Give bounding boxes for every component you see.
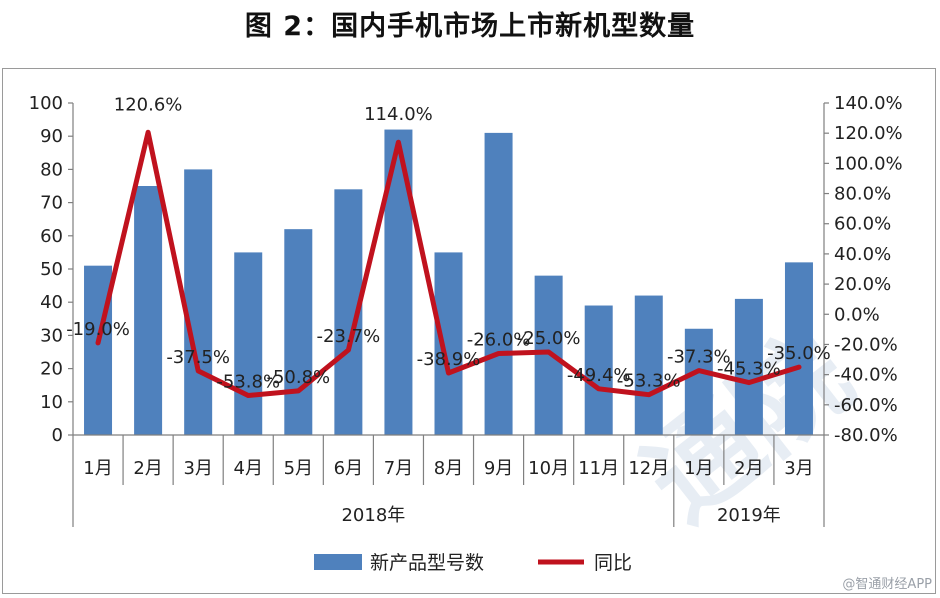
x-category-label: 4月 — [234, 458, 263, 479]
yoy-data-label: -50.8% — [266, 367, 330, 388]
line-series — [95, 129, 802, 398]
bar — [284, 229, 313, 435]
x-category-label: 6月 — [334, 458, 363, 479]
right-axis: -80.0% -60.0% -40.0% -20.0% 0.0% 20.0% 40.0% 60… — [823, 93, 903, 446]
yoy-data-label: -35.0% — [767, 343, 831, 364]
x-group-label: 2019年 — [717, 505, 781, 526]
x-category-label: 3月 — [183, 458, 212, 479]
left-tick-label: 20 — [40, 359, 63, 380]
left-tick-label: 60 — [40, 226, 63, 247]
right-tick-label: -20.0% — [834, 334, 898, 355]
chart-frame — [2, 68, 936, 594]
left-tick-label: 80 — [40, 159, 63, 180]
right-tick-label: 0.0% — [834, 304, 880, 325]
right-tick-label: 120.0% — [834, 123, 903, 144]
bar — [784, 262, 813, 435]
bar — [584, 305, 613, 435]
yoy-data-label: -38.9% — [417, 349, 481, 370]
right-tick-label: 140.0% — [834, 93, 903, 114]
bar — [184, 169, 213, 435]
right-tick-label: -40.0% — [834, 365, 898, 386]
legend-bar-swatch — [314, 554, 362, 570]
x-category-label: 5月 — [284, 458, 313, 479]
right-tick-label: 60.0% — [834, 214, 891, 235]
left-tick-label: 30 — [40, 325, 63, 346]
yoy-data-label: 114.0% — [364, 104, 433, 125]
yoy-line — [95, 129, 802, 398]
x-category-label: 9月 — [484, 458, 513, 479]
x-category-label: 2月 — [734, 458, 763, 479]
yoy-data-label: -26.0% — [467, 330, 531, 351]
right-tick-label: 40.0% — [834, 244, 891, 265]
bar — [434, 252, 463, 435]
left-tick-label: 40 — [40, 292, 63, 313]
x-category-label: 12月 — [628, 458, 669, 479]
left-tick-label: 50 — [40, 259, 63, 280]
bar — [734, 298, 763, 435]
x-category-label: 2月 — [133, 458, 162, 479]
right-tick-label: 80.0% — [834, 184, 891, 205]
x-category-label: 8月 — [434, 458, 463, 479]
right-tick-label: -60.0% — [834, 395, 898, 416]
yoy-data-label: -53.8% — [216, 371, 280, 392]
x-category-label: 11月 — [578, 458, 619, 479]
x-category-label: 7月 — [384, 458, 413, 479]
x-axis: 1月 2月 3月 4月 5月 6月 7月 8月 9月 10月 11月 12月 1月 2月 3月 2018年 20… — [72, 434, 825, 527]
legend: 新产品型号数 同比 — [314, 552, 632, 574]
yoy-data-label: -53.3% — [617, 371, 681, 392]
left-axis: 0 10 20 30 40 50 60 70 80 90 100 — [29, 93, 74, 446]
bar-series — [84, 129, 813, 435]
chart-title: 图 2：国内手机市场上市新机型数量 — [244, 11, 696, 42]
yoy-data-label: -19.0% — [66, 319, 130, 340]
legend-bar-label: 新产品型号数 — [370, 552, 484, 574]
x-category-label: 3月 — [784, 458, 813, 479]
x-category-label: 10月 — [528, 458, 569, 479]
data-labels: -19.0% 120.6% -37.5% -53.8%-50.8% -23.7% 114.… — [66, 94, 831, 392]
bar — [534, 275, 563, 435]
right-tick-label: -80.0% — [834, 425, 898, 446]
x-category-label: 1月 — [83, 458, 112, 479]
bar — [684, 328, 713, 435]
yoy-data-label: -37.5% — [166, 347, 230, 368]
bar — [484, 132, 513, 435]
yoy-data-label: -49.4% — [567, 365, 631, 386]
yoy-data-label: -45.3% — [717, 359, 781, 380]
legend-line-label: 同比 — [594, 552, 632, 574]
bar — [134, 186, 163, 435]
yoy-data-label: -23.7% — [317, 326, 381, 347]
x-category-label: 1月 — [684, 458, 713, 479]
bar — [234, 252, 263, 435]
left-tick-label: 90 — [40, 126, 63, 147]
yoy-data-label: 120.6% — [114, 94, 183, 115]
bar — [634, 295, 663, 435]
yoy-data-label: -37.3% — [667, 347, 731, 368]
left-tick-label: 70 — [40, 193, 63, 214]
right-tick-label: 20.0% — [834, 274, 891, 295]
left-tick-label: 100 — [29, 93, 63, 114]
left-tick-label: 0 — [52, 425, 63, 446]
yoy-data-label: -25.0% — [517, 328, 581, 349]
x-group-label: 2018年 — [341, 505, 405, 526]
left-tick-label: 10 — [40, 392, 63, 413]
source-credit: @智通财经APP — [842, 577, 932, 592]
right-tick-label: 100.0% — [834, 153, 903, 174]
